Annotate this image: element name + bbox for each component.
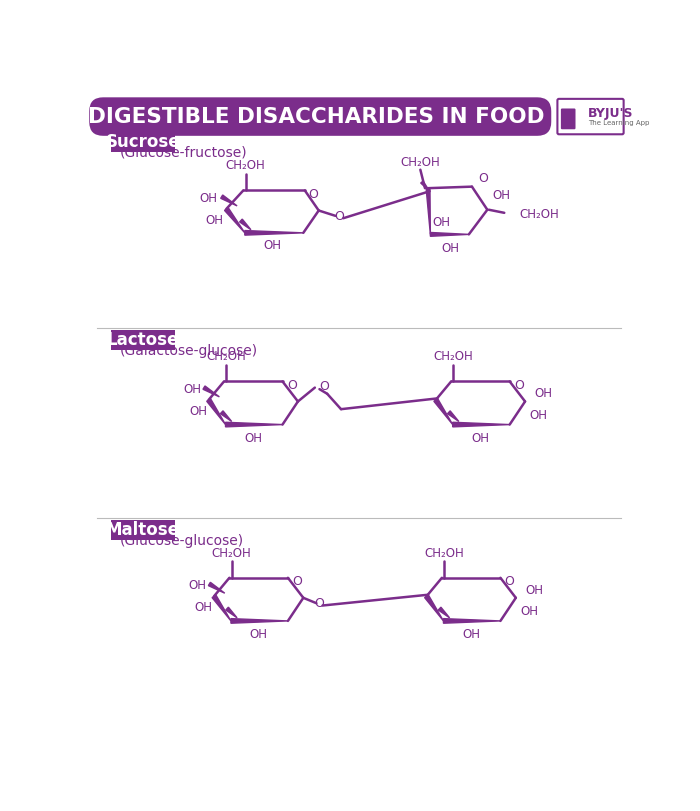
Polygon shape — [226, 607, 237, 618]
Text: CH₂OH: CH₂OH — [206, 350, 246, 363]
Text: OH: OH — [188, 579, 206, 592]
Text: OH: OH — [471, 432, 489, 445]
Text: Maltose: Maltose — [106, 521, 180, 539]
Text: CH₂OH: CH₂OH — [424, 547, 464, 560]
Text: OH: OH — [462, 629, 480, 642]
Text: O: O — [314, 598, 323, 611]
Polygon shape — [225, 423, 283, 427]
FancyBboxPatch shape — [111, 330, 175, 350]
Text: OH: OH — [183, 383, 201, 396]
Text: OH: OH — [521, 605, 538, 618]
Text: OH: OH — [199, 191, 217, 204]
Text: O: O — [334, 210, 344, 223]
FancyBboxPatch shape — [557, 99, 624, 135]
Text: OH: OH — [189, 405, 207, 418]
Polygon shape — [231, 619, 288, 623]
Polygon shape — [434, 399, 453, 425]
Text: Sucrose: Sucrose — [106, 133, 180, 151]
FancyBboxPatch shape — [90, 97, 552, 135]
Text: (Galactose-glucose): (Galactose-glucose) — [120, 344, 258, 358]
Text: CH₂OH: CH₂OH — [400, 156, 440, 169]
Text: O: O — [287, 379, 297, 392]
Text: O: O — [505, 575, 514, 588]
Polygon shape — [453, 423, 510, 427]
Text: (Glucose-fructose): (Glucose-fructose) — [120, 146, 248, 160]
Text: OH: OH — [195, 601, 213, 614]
Text: O: O — [514, 379, 524, 392]
Text: CH₂OH: CH₂OH — [433, 350, 473, 363]
Text: The Learning App: The Learning App — [588, 121, 650, 127]
Text: OH: OH — [432, 216, 450, 229]
Text: OH: OH — [250, 629, 267, 642]
Text: OH: OH — [530, 409, 547, 422]
Polygon shape — [220, 195, 237, 206]
Text: CH₂OH: CH₂OH — [212, 547, 251, 560]
Polygon shape — [206, 399, 225, 425]
Text: Lactose: Lactose — [106, 331, 179, 349]
Text: (Glucose-glucose): (Glucose-glucose) — [120, 534, 244, 548]
Text: CH₂OH: CH₂OH — [519, 208, 559, 221]
Polygon shape — [212, 595, 231, 621]
Text: O: O — [309, 188, 318, 201]
Polygon shape — [444, 619, 500, 623]
FancyBboxPatch shape — [111, 132, 175, 152]
Polygon shape — [209, 582, 225, 593]
Text: OH: OH — [263, 239, 281, 252]
Text: O: O — [292, 575, 302, 588]
Text: OH: OH — [525, 584, 543, 597]
Text: CH₂OH: CH₂OH — [225, 159, 265, 173]
Polygon shape — [426, 188, 430, 234]
Polygon shape — [203, 386, 219, 397]
Polygon shape — [220, 411, 232, 422]
Polygon shape — [425, 595, 444, 621]
Polygon shape — [239, 219, 251, 230]
Text: DIGESTIBLE DISACCHARIDES IN FOOD: DIGESTIBLE DISACCHARIDES IN FOOD — [88, 106, 545, 127]
Polygon shape — [421, 181, 430, 191]
FancyBboxPatch shape — [111, 520, 175, 540]
Text: O: O — [478, 173, 488, 186]
Polygon shape — [430, 233, 469, 236]
Polygon shape — [225, 208, 245, 233]
FancyBboxPatch shape — [561, 109, 575, 129]
Text: OH: OH — [492, 190, 510, 203]
Text: OH: OH — [244, 432, 262, 445]
Text: O: O — [319, 380, 329, 393]
Polygon shape — [447, 411, 459, 422]
Text: BYJU'S: BYJU'S — [588, 107, 634, 120]
Text: OH: OH — [534, 388, 552, 401]
Text: OH: OH — [205, 214, 223, 227]
Polygon shape — [438, 607, 449, 618]
Text: OH: OH — [442, 242, 459, 255]
Polygon shape — [245, 230, 303, 235]
